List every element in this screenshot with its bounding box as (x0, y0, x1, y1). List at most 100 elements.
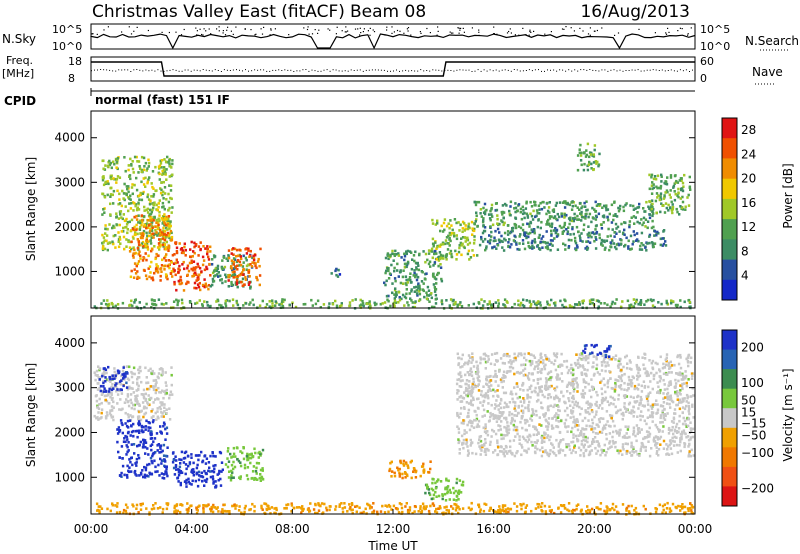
heatmap-cell (688, 175, 691, 179)
heatmap-cell (140, 223, 143, 227)
heatmap-cell (654, 177, 658, 181)
heatmap-cell (150, 249, 153, 253)
heatmap-cell (417, 299, 421, 303)
nave-dot (368, 69, 370, 71)
nave-dot (568, 69, 570, 71)
heatmap-cell (180, 458, 183, 462)
heatmap-cell (175, 288, 178, 292)
heatmap-cell (543, 431, 546, 434)
heatmap-cell (430, 250, 434, 253)
heatmap-cell (410, 280, 413, 284)
nave-dot (151, 69, 153, 71)
heatmap-cell (101, 213, 104, 216)
heatmap-cell (241, 265, 245, 268)
nsearch-dot (437, 26, 439, 28)
heatmap-cell (618, 207, 622, 211)
heatmap-cell (514, 217, 518, 220)
heatmap-cell (179, 462, 182, 465)
heatmap-cell (401, 472, 404, 476)
heatmap-cell (147, 226, 150, 229)
heatmap-cell (621, 453, 624, 456)
heatmap-cell (550, 222, 554, 226)
nave-dot (287, 69, 289, 71)
heatmap-cell (165, 168, 168, 171)
heatmap-cell (682, 185, 685, 188)
heatmap-cell (132, 252, 135, 256)
heatmap-cell (112, 202, 115, 205)
heatmap-cell (546, 300, 549, 304)
nsearch-dot (471, 27, 473, 29)
heatmap-cell (430, 247, 434, 251)
heatmap-cell (118, 430, 121, 434)
nsearch-dot (596, 29, 598, 32)
heatmap-cell (690, 429, 693, 433)
nsearch-dot (510, 32, 512, 34)
heatmap-cell (425, 272, 428, 275)
heatmap-cell (132, 391, 135, 394)
heatmap-cell (592, 365, 595, 369)
heatmap-cell (122, 197, 125, 200)
heatmap-cell (606, 303, 609, 307)
heatmap-cell (125, 386, 129, 389)
heatmap-cell (242, 273, 245, 276)
heatmap-cell (488, 375, 491, 379)
heatmap-cell (585, 240, 588, 243)
heatmap-cell (553, 452, 556, 455)
heatmap-cell (553, 237, 556, 240)
heatmap-cell (535, 209, 539, 212)
nave-dot (308, 70, 310, 72)
nave-dot (160, 70, 162, 72)
heatmap-cell (662, 425, 665, 428)
heatmap-cell (602, 377, 605, 380)
heatmap-cell (194, 479, 197, 483)
heatmap-cell (673, 174, 677, 178)
heatmap-cell (328, 302, 331, 305)
heatmap-cell (684, 205, 687, 209)
heatmap-cell (146, 195, 149, 199)
nave-dot (133, 69, 135, 71)
heatmap-cell (639, 447, 643, 451)
heatmap-cell (248, 281, 251, 284)
heatmap-cell (157, 397, 160, 401)
heatmap-cell (185, 482, 188, 485)
heatmap-cell (100, 302, 103, 305)
heatmap-cell (499, 357, 503, 360)
heatmap-cell (652, 183, 655, 186)
heatmap-cell (107, 390, 111, 393)
heatmap-cell (211, 258, 214, 261)
heatmap-cell (603, 398, 606, 402)
heatmap-cell (479, 435, 483, 438)
nsearch-dot (92, 33, 94, 35)
heatmap-cell (488, 300, 491, 303)
heatmap-cell (638, 452, 641, 456)
heatmap-cell (638, 301, 642, 304)
heatmap-cell (210, 263, 214, 266)
heatmap-cell (461, 242, 464, 246)
nave-dot (661, 69, 663, 71)
heatmap-cell (661, 411, 664, 415)
heatmap-cell (596, 423, 599, 427)
heatmap-cell (152, 440, 155, 443)
heatmap-cell (365, 302, 369, 305)
heatmap-cell (566, 232, 569, 236)
heatmap-cell (667, 384, 670, 387)
heatmap-cell (586, 142, 590, 146)
heatmap-cell (168, 159, 171, 162)
heatmap-cell (239, 273, 243, 276)
heatmap-cell (134, 272, 138, 275)
heatmap-cell (500, 420, 503, 423)
heatmap-cell (651, 210, 654, 213)
heatmap-cell (492, 375, 495, 378)
heatmap-cell (117, 202, 120, 206)
nsearch-dot (587, 33, 590, 35)
heatmap-cell (538, 212, 541, 215)
heatmap-cell (617, 242, 620, 246)
heatmap-cell (663, 211, 667, 214)
heatmap-cell (594, 160, 597, 163)
nave-dot (438, 69, 440, 71)
heatmap-cell (163, 268, 166, 271)
heatmap-cell (667, 203, 670, 207)
nsearch-dot (274, 28, 276, 30)
heatmap-cell (467, 384, 470, 387)
heatmap-cell (98, 403, 101, 406)
